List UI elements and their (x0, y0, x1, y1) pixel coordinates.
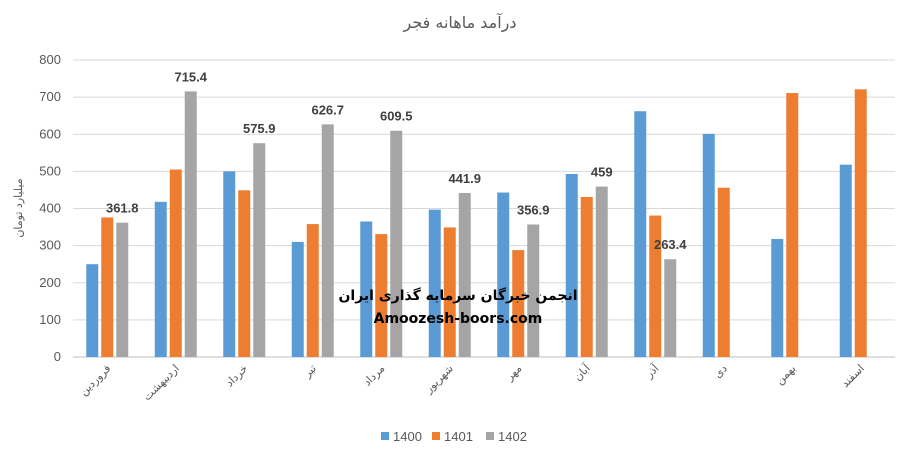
legend-swatch (486, 432, 494, 440)
x-tick-labels: فروردین اردیبهشت خرداد تیر مرداد شهریور مهر آبا… (77, 361, 867, 404)
y-tick-label: 0 (54, 349, 61, 364)
x-tick-label: خرداد (223, 362, 250, 389)
x-tick-label: تیر (300, 362, 319, 381)
gridlines (73, 59, 895, 358)
bar-1400 (565, 173, 578, 357)
data-label: 356.9 (517, 203, 550, 218)
bar-1400 (839, 164, 852, 357)
watermark-line2: Amoozesh-boors.com (374, 311, 543, 327)
y-tick-label: 400 (39, 201, 61, 216)
data-label: 459 (591, 165, 613, 180)
y-tick-label: 700 (39, 89, 61, 104)
bar-1401 (306, 224, 319, 357)
bar-1400 (86, 264, 99, 357)
data-label: 609.5 (380, 109, 413, 124)
bar-1401 (169, 169, 182, 357)
x-tick-label: اسفند (839, 362, 867, 390)
x-tick-label: مهر (502, 362, 524, 384)
bar-1402 (664, 259, 677, 357)
x-tick-label: بهمن (773, 362, 798, 387)
bar-1402 (116, 222, 129, 357)
y-tick-labels: 0 100 200 300 400 500 600 700 800 (39, 52, 61, 364)
legend: 1400 1401 1402 (381, 429, 527, 444)
bar-1400 (771, 238, 784, 357)
data-label: 575.9 (243, 121, 276, 136)
data-label: 361.8 (106, 201, 139, 216)
legend-swatch (381, 432, 389, 440)
y-tick-label: 600 (39, 126, 61, 141)
bar-1402 (595, 186, 608, 357)
data-label: 715.4 (174, 69, 207, 84)
bar-1401 (238, 190, 251, 357)
legend-label: 1402 (498, 429, 527, 444)
bar-1400 (497, 192, 510, 357)
bar-1401 (786, 93, 799, 357)
bar-1401 (649, 215, 662, 357)
bar-1400 (428, 209, 441, 357)
x-tick-label: شهریور (422, 362, 456, 396)
watermark-line1: انجمن خبرگان سرمایه گذاری ایران (338, 287, 577, 304)
bar-1401 (375, 234, 388, 357)
legend-label: 1401 (444, 429, 473, 444)
x-tick-label: اردیبهشت (141, 362, 182, 403)
legend-swatch (432, 432, 440, 440)
bar-1401 (101, 217, 114, 357)
bar-1400 (223, 171, 236, 357)
y-tick-label: 300 (39, 238, 61, 253)
x-tick-label: دی (711, 362, 730, 381)
x-tick-label: آبان (571, 361, 594, 384)
bar-1400 (154, 201, 167, 357)
y-tick-label: 200 (39, 275, 61, 290)
bar-1401 (580, 196, 593, 357)
bar-1402 (390, 130, 403, 357)
legend-label: 1400 (393, 429, 422, 444)
bar-1400 (291, 241, 304, 357)
bar-1401 (443, 227, 456, 357)
bar-1402 (184, 91, 197, 358)
data-labels: 361.8 715.4 575.9 626.7 609.5 441.9 356.9 459 26… (106, 69, 687, 252)
y-tick-label: 500 (39, 163, 61, 178)
bar-1400 (702, 133, 715, 357)
bar-1402 (458, 192, 471, 357)
data-label: 263.4 (654, 237, 687, 252)
x-tick-label: آذر (641, 361, 662, 382)
x-tick-label: فروردین (77, 362, 113, 398)
y-tick-label: 100 (39, 312, 61, 327)
bar-1401 (854, 89, 867, 358)
y-tick-label: 800 (39, 52, 61, 67)
chart-title: درآمد ماهانه فجر (402, 13, 516, 33)
bars (86, 89, 867, 358)
x-tick-label: مرداد (361, 362, 388, 389)
bar-1400 (634, 111, 647, 357)
bar-1401 (717, 187, 730, 357)
data-label: 441.9 (448, 171, 481, 186)
bar-1402 (321, 124, 334, 358)
bar-1402 (527, 224, 540, 357)
y-axis-label: میلیارد تومان (12, 178, 25, 237)
bar-1402 (253, 143, 266, 357)
data-label: 626.7 (311, 102, 344, 117)
bar-1400 (360, 221, 373, 357)
bar-1401 (512, 250, 525, 357)
